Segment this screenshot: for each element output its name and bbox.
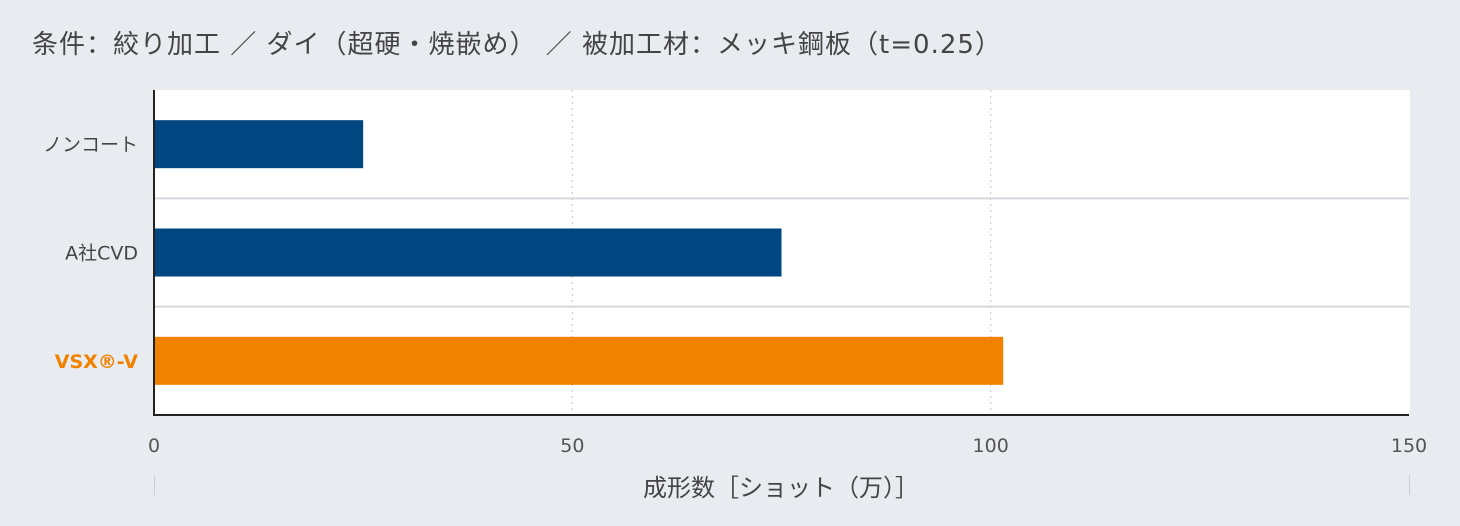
x-tick-label-2: 100 — [973, 435, 1009, 457]
category-label-1: A社CVD — [65, 243, 138, 265]
x-tick-label-0: 0 — [148, 435, 160, 457]
x-tick-label-3: 150 — [1391, 435, 1427, 457]
category-labels: ノンコート A社CVD VSX®-V — [43, 134, 138, 373]
bar-0 — [154, 120, 364, 169]
bar-1 — [154, 228, 782, 277]
x-tick-labels: 0 50 100 150 — [148, 435, 1427, 457]
category-label-0: ノンコート — [43, 134, 138, 156]
axes — [153, 90, 1409, 416]
chart-title: 条件：絞り加工 ／ ダイ（超硬・焼嵌め） ／ 被加工材：メッキ鋼板（t=0.25… — [32, 30, 1002, 60]
x-axis-start-tick — [154, 475, 155, 495]
category-label-2: VSX®-V — [55, 351, 139, 373]
bars — [154, 120, 1004, 385]
bar-2 — [154, 336, 1004, 385]
x-axis-label: 成形数［ショット（万）］ — [643, 474, 919, 502]
row-separators — [154, 197, 1409, 308]
x-axis-end-tick — [1409, 475, 1410, 495]
x-tick-label-1: 50 — [560, 435, 584, 457]
